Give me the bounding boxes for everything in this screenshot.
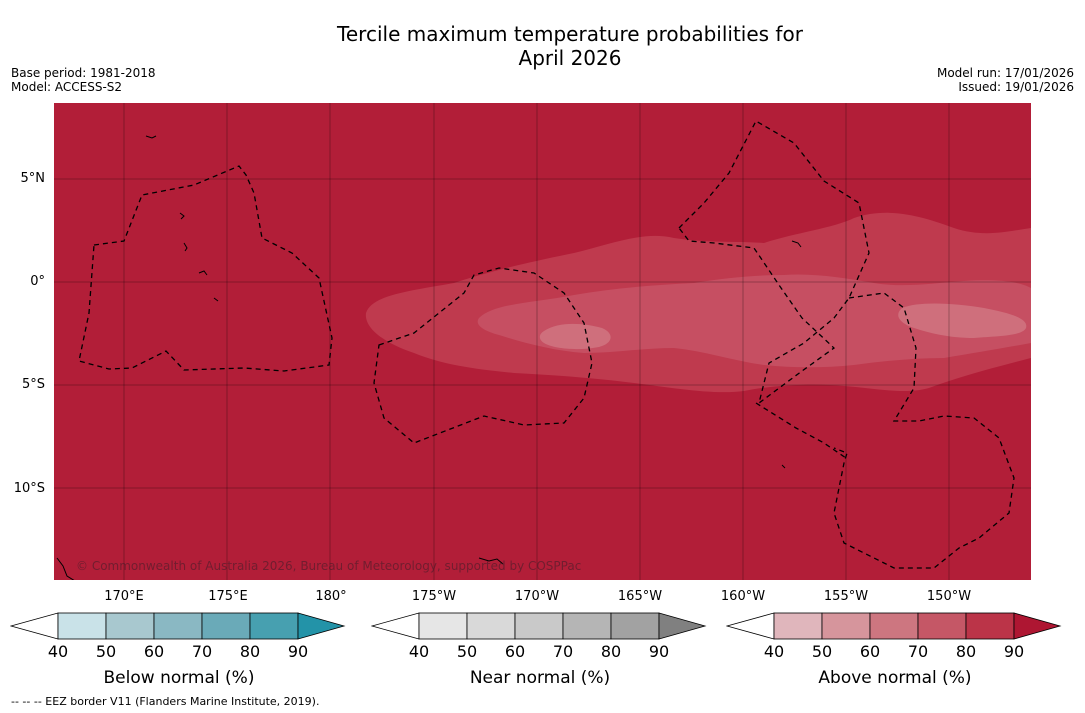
legend-swatch <box>249 612 299 640</box>
legend-tick-label: 80 <box>600 642 622 661</box>
lon-label-175w: 175°W <box>411 589 457 604</box>
lat-label-0: 0° <box>30 274 45 289</box>
legend-tick-label: 50 <box>811 642 833 661</box>
legend-tick-label: 90 <box>1003 642 1025 661</box>
legend-swatch <box>869 612 919 640</box>
lat-label-5s: 5°S <box>21 377 45 392</box>
copyright-notice: © Commonwealth of Australia 2026, Bureau… <box>76 559 582 573</box>
lon-label-170w: 170°W <box>514 589 560 604</box>
legend-arrow-high <box>297 612 346 640</box>
legend-swatch <box>610 612 660 640</box>
base-period: Base period: 1981-2018 <box>11 66 156 80</box>
legend-tick-label: 70 <box>907 642 929 661</box>
legend-swatch <box>57 612 107 640</box>
map-gridlines <box>54 103 1031 580</box>
legend-arrow-low <box>726 612 775 640</box>
meta-left: Base period: 1981-2018 Model: ACCESS-S2 <box>11 66 156 94</box>
island-cluster <box>179 212 185 220</box>
legend-tick-label: 40 <box>47 642 69 661</box>
legend-tick-label: 90 <box>287 642 309 661</box>
legend-swatch <box>773 612 823 640</box>
lat-label-10s: 10°S <box>13 481 45 496</box>
lon-label-160w: 160°W <box>720 589 766 604</box>
legend-swatch <box>105 612 155 640</box>
legend-below-normal <box>10 612 346 640</box>
lon-label-155w: 155°W <box>823 589 869 604</box>
eez-border-central <box>373 267 593 444</box>
footnote: -- -- -- EEZ border V11 (Flanders Marine… <box>11 695 320 708</box>
eez-borders <box>78 120 1015 569</box>
title-line-2: April 2026 <box>518 46 622 70</box>
legend-tick-label: 80 <box>239 642 261 661</box>
lat-label-5n: 5°N <box>20 171 46 186</box>
lon-label-180: 180° <box>315 589 347 604</box>
island-cluster <box>781 464 786 469</box>
model-run: Model run: 17/01/2026 <box>936 66 1074 80</box>
islands <box>56 135 802 582</box>
probability-band-inner-west <box>539 323 611 350</box>
legend-arrow-low <box>10 612 59 640</box>
title-line-1: Tercile maximum temperature probabilitie… <box>337 22 803 46</box>
lon-label-170e: 170°E <box>104 589 144 604</box>
legend-swatch <box>917 612 967 640</box>
legend-swatch <box>821 612 871 640</box>
legend-arrow-low <box>371 612 420 640</box>
island-cluster <box>791 240 802 248</box>
probability-band-inner-east <box>898 303 1027 338</box>
issued-date: Issued: 19/01/2026 <box>958 80 1074 94</box>
legend-swatch <box>514 612 564 640</box>
legend-swatch <box>965 612 1015 640</box>
legend-arrow-high <box>1013 612 1062 640</box>
eez-border-southeast <box>833 292 1015 569</box>
legend-tick-label: 50 <box>456 642 478 661</box>
legend-tick-label: 40 <box>763 642 785 661</box>
island-cluster <box>183 242 188 252</box>
legend-tick-label: 40 <box>408 642 430 661</box>
eez-border-northeast <box>678 120 870 405</box>
lon-label-165w: 165°W <box>617 589 663 604</box>
legend-tick-label: 60 <box>143 642 165 661</box>
probability-band-middle <box>477 274 1031 368</box>
chart-title: Tercile maximum temperature probabilitie… <box>0 22 1085 70</box>
legend-title-below: Below normal (%) <box>103 668 255 688</box>
lon-label-175e: 175°E <box>208 589 248 604</box>
legend-near-normal <box>371 612 707 640</box>
legend-swatch <box>466 612 516 640</box>
legend-title-above: Above normal (%) <box>818 668 972 688</box>
legend-swatch <box>418 612 468 640</box>
legend-swatch <box>562 612 612 640</box>
legend-tick-label: 90 <box>648 642 670 661</box>
legend-tick-label: 60 <box>504 642 526 661</box>
legend-tick-label: 80 <box>955 642 977 661</box>
island-cluster <box>213 297 219 302</box>
map-svg <box>54 103 1031 582</box>
legend-swatch <box>201 612 251 640</box>
island-cluster <box>56 557 76 582</box>
eez-border-south <box>755 402 847 459</box>
map-area <box>54 103 1031 582</box>
meta-right: Model run: 17/01/2026 Issued: 19/01/2026 <box>937 66 1074 94</box>
lon-label-150w: 150°W <box>926 589 972 604</box>
legend-above-normal <box>726 612 1062 640</box>
legend-swatch <box>153 612 203 640</box>
legend-title-near: Near normal (%) <box>469 668 611 688</box>
legend-tick-label: 70 <box>552 642 574 661</box>
eez-border-west <box>78 165 333 372</box>
island-cluster <box>478 557 504 565</box>
island-cluster <box>198 270 208 276</box>
legend-arrow-high <box>658 612 707 640</box>
legend-tick-label: 50 <box>95 642 117 661</box>
legend-tick-label: 70 <box>191 642 213 661</box>
island-cluster <box>145 135 157 139</box>
model-name: Model: ACCESS-S2 <box>11 80 123 94</box>
legend-tick-label: 60 <box>859 642 881 661</box>
